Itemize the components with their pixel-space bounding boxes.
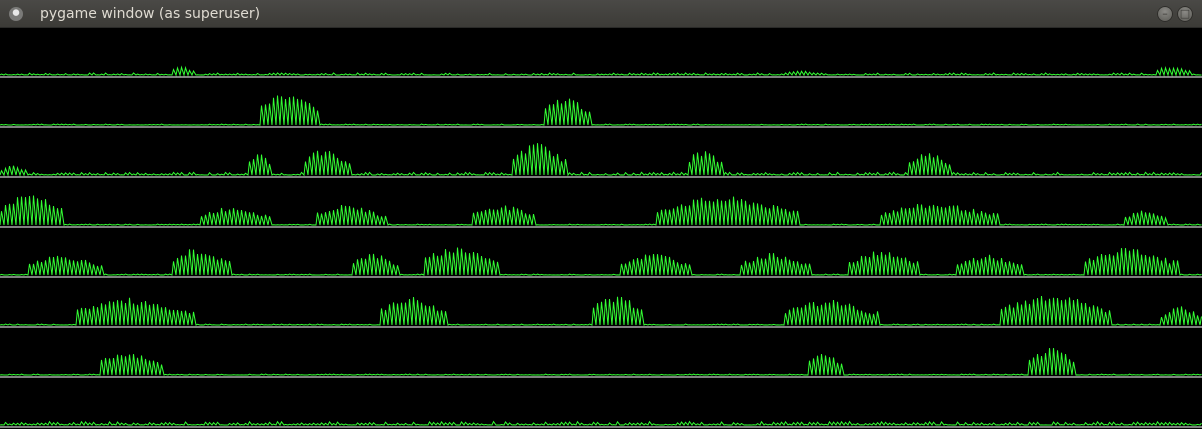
channel-6	[0, 295, 1202, 328]
channel-2	[0, 95, 1202, 128]
window-title: pygame window (as superuser)	[40, 6, 261, 22]
waveform-trace	[0, 348, 1202, 376]
waveform-trace	[0, 195, 1202, 226]
waveform-trace	[0, 420, 1202, 426]
waveform-canvas	[0, 65, 1202, 428]
title-bar[interactable]: pygame window (as superuser) – □	[0, 0, 1202, 28]
channel-4	[0, 195, 1202, 228]
channel-7	[0, 348, 1202, 378]
waveform-trace	[0, 247, 1202, 276]
channel-8	[0, 420, 1202, 428]
channel-5	[0, 247, 1202, 278]
waveform-trace	[0, 143, 1202, 177]
waveform-trace	[0, 95, 1202, 126]
maximize-icon[interactable]: □	[1177, 6, 1193, 22]
app-circle-icon[interactable]	[9, 7, 23, 21]
waveform-trace	[0, 65, 1202, 77]
minimize-icon[interactable]: –	[1157, 6, 1173, 22]
channel-3	[0, 143, 1202, 178]
waveform-trace	[0, 295, 1202, 326]
channel-1	[0, 65, 1202, 78]
